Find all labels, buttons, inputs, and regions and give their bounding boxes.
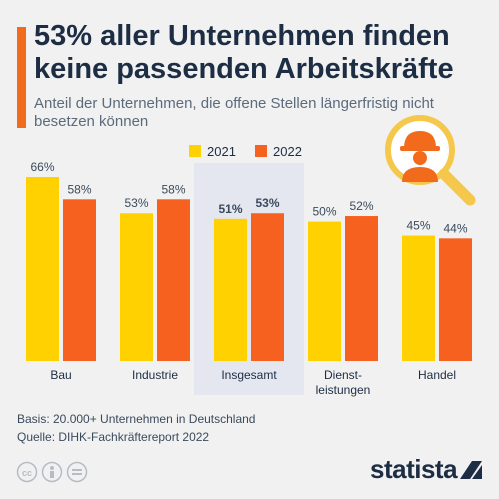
bar-2022-4 — [439, 238, 472, 361]
data-label: 50% — [312, 205, 336, 219]
category-label: Industrie — [132, 368, 178, 382]
license-icons: cc — [16, 461, 88, 483]
legend-label-2022: 2022 — [273, 144, 302, 159]
bar-2022-3 — [345, 216, 378, 361]
category-label: Dienst- — [324, 368, 362, 382]
svg-text:cc: cc — [22, 468, 32, 478]
bar-2022-0 — [63, 199, 96, 361]
cc-icon: cc — [16, 461, 38, 483]
category-label: Bau — [50, 368, 71, 382]
bar-2021-3 — [308, 221, 341, 361]
category-label: Insgesamt — [221, 368, 277, 382]
data-label: 58% — [161, 182, 185, 196]
footer-source: Quelle: DIHK-Fachkräftereport 2022 — [17, 430, 210, 444]
highlight-band — [194, 163, 304, 395]
data-label: 52% — [349, 199, 373, 213]
category-label: Handel — [418, 368, 456, 382]
data-label: 45% — [406, 219, 430, 233]
magnifier-worker-icon — [385, 115, 476, 206]
by-icon — [41, 461, 63, 483]
bar-chart: 2021 2022 66% 58% Bau 53% 58% Industrie 51% 53% I… — [26, 115, 476, 397]
statista-brand: statista — [370, 454, 458, 484]
data-label: 44% — [443, 221, 467, 235]
data-label: 58% — [67, 182, 91, 196]
bar-2021-2 — [214, 218, 247, 361]
data-label: 51% — [218, 202, 242, 216]
legend-label-2021: 2021 — [207, 144, 236, 159]
data-label: 66% — [30, 160, 54, 174]
legend-swatch-2021 — [189, 145, 201, 157]
legend-swatch-2022 — [255, 145, 267, 157]
bar-2021-1 — [120, 213, 153, 361]
statista-logo-icon — [460, 461, 482, 479]
category-label: leistungen — [316, 383, 371, 397]
bar-2021-0 — [26, 177, 59, 361]
bars-group: 66% 58% Bau 53% 58% Industrie 51% 53% Insgesamt 5… — [26, 160, 472, 397]
bar-2021-4 — [402, 235, 435, 361]
data-label: 53% — [124, 196, 148, 210]
bar-2022-2 — [251, 213, 284, 361]
equals-icon — [66, 461, 88, 483]
bar-2022-1 — [157, 199, 190, 361]
footer-basis: Basis: 20.000+ Unternehmen in Deutschlan… — [17, 412, 256, 426]
legend: 2021 2022 — [189, 144, 302, 159]
data-label: 53% — [255, 196, 279, 210]
chart-title: 53% aller Unternehmen finden keine passe… — [34, 20, 454, 85]
chart-subtitle: Anteil der Unternehmen, die offene Stell… — [34, 95, 434, 130]
title-accent-bar — [17, 27, 26, 128]
